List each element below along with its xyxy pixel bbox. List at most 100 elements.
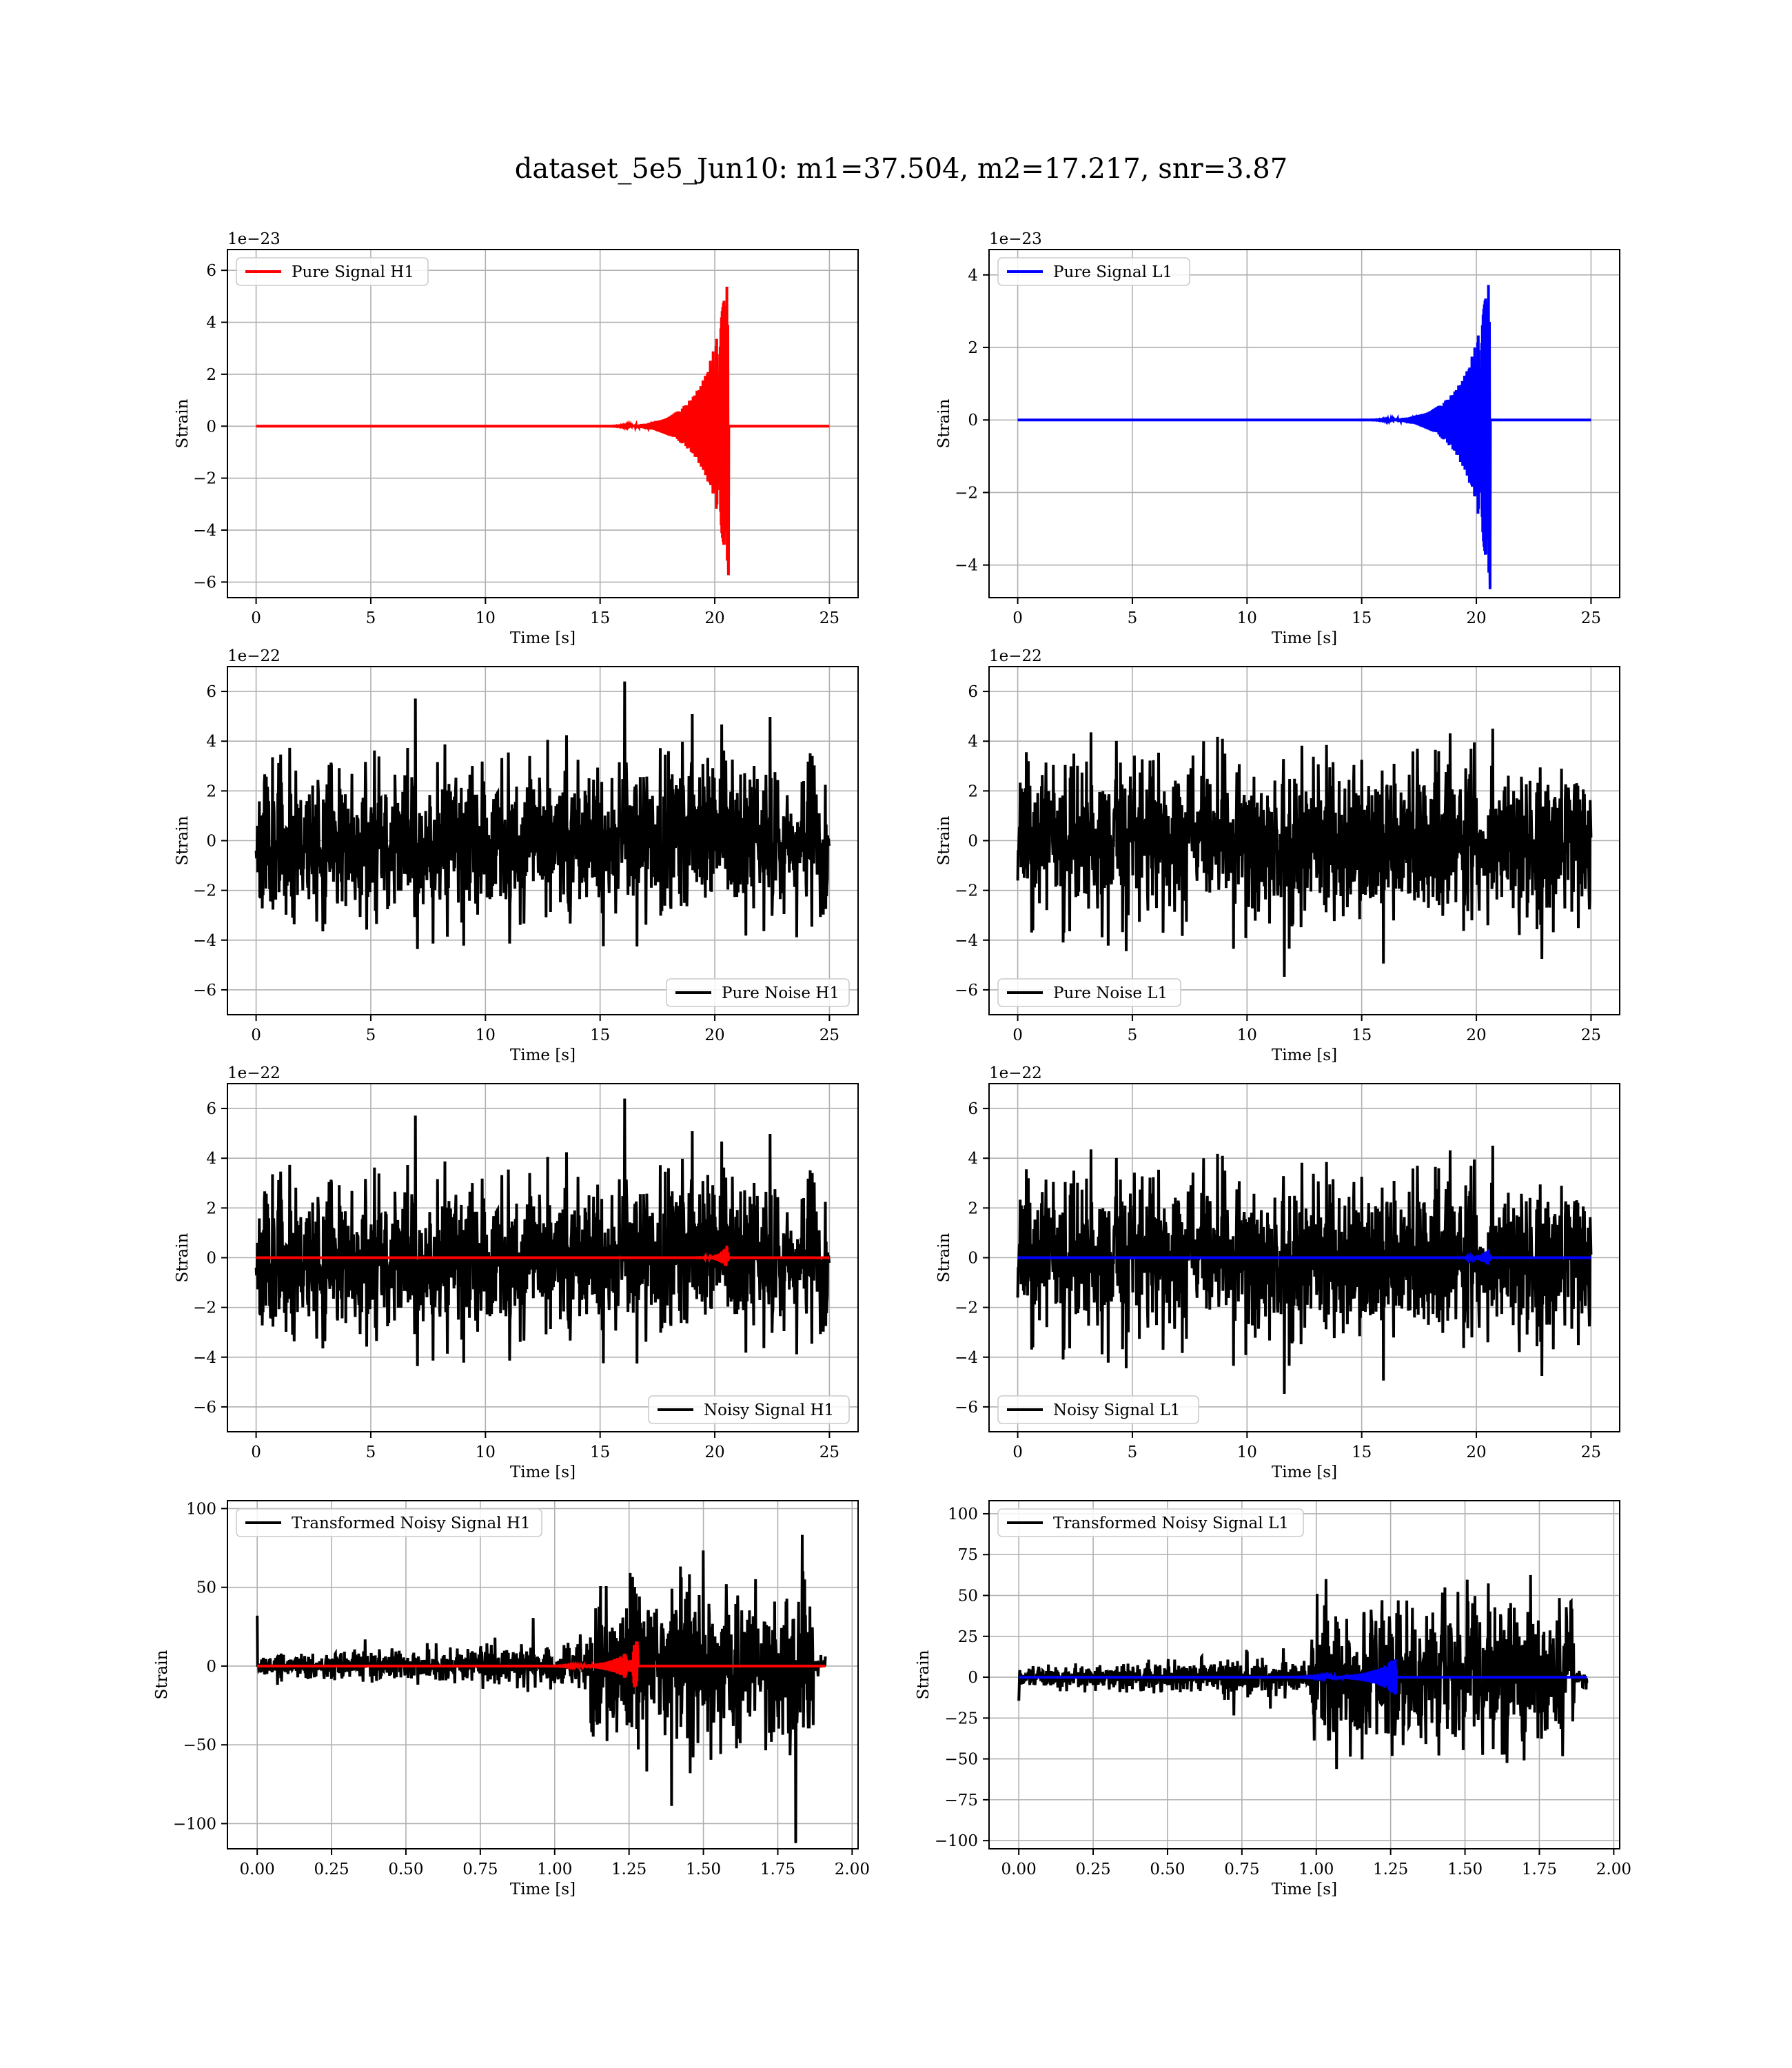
series-line-overlay-1 — [256, 1246, 830, 1266]
x-tick-label: 1.25 — [1373, 1861, 1408, 1878]
plot-area — [1017, 1574, 1589, 1770]
legend: Noisy Signal H1 — [648, 1395, 850, 1424]
legend-label: Transformed Noisy Signal H1 — [292, 1514, 531, 1532]
x-tick-label: 20 — [1466, 1026, 1486, 1044]
y-tick-label: −50 — [183, 1736, 216, 1754]
y-tick-label: −4 — [955, 1349, 978, 1367]
legend: Transformed Noisy Signal H1 — [236, 1508, 542, 1537]
plot-area — [254, 681, 831, 949]
series-line-overlay-1 — [1017, 1249, 1591, 1265]
x-tick-label: 1.75 — [1522, 1861, 1557, 1878]
x-tick-label: 20 — [1466, 1443, 1486, 1461]
y-tick-label: 4 — [968, 267, 978, 285]
y-tick-label: 2 — [206, 782, 216, 800]
y-tick-label: −4 — [193, 522, 216, 540]
chart-panel-transformed-noisy-signal-h1: 0.00 0.25 0.50 0.75 1.00 1.25 1.50 1.75 2.00 −100… — [153, 1500, 870, 1898]
axes-frame — [988, 249, 1620, 598]
y-tick-label: 2 — [206, 1199, 216, 1217]
x-tick-label: 0.50 — [388, 1861, 423, 1878]
y-tick-label: 0 — [206, 1250, 216, 1268]
y-tick-label: −100 — [173, 1815, 216, 1833]
y-axis-label: Strain — [174, 398, 192, 448]
y-tick-label: −25 — [944, 1710, 978, 1727]
legend-label: Pure Signal L1 — [1053, 263, 1172, 281]
y-tick-label: −4 — [955, 557, 978, 575]
axis-offset-text: 1e−22 — [227, 647, 281, 665]
axes-frame — [988, 1500, 1620, 1849]
y-tick-label: −2 — [955, 882, 978, 900]
plot-area — [254, 1098, 831, 1366]
x-tick-label: 20 — [1466, 609, 1486, 627]
x-tick-label: 5 — [1128, 609, 1138, 627]
y-tick-label: −4 — [955, 932, 978, 950]
x-tick-label: 5 — [366, 1026, 376, 1044]
x-tick-label: 1.50 — [1447, 1861, 1483, 1878]
x-tick-label: 2.00 — [1596, 1861, 1631, 1878]
x-tick-label: 25 — [819, 609, 839, 627]
legend-box — [236, 1508, 542, 1537]
y-tick-label: −2 — [193, 1299, 216, 1317]
series-line-pure-signal-l1 — [1017, 285, 1591, 589]
plot-area — [256, 1534, 827, 1843]
legend-label: Transformed Noisy Signal L1 — [1053, 1514, 1289, 1532]
y-tick-label: −75 — [944, 1792, 978, 1810]
y-tick-label: −4 — [193, 1349, 216, 1367]
y-tick-label: 100 — [948, 1506, 978, 1523]
plot-area — [256, 286, 830, 576]
x-tick-label: 1.25 — [611, 1861, 646, 1878]
y-tick-label: 0 — [968, 1669, 978, 1687]
y-tick-label: 0 — [206, 833, 216, 851]
y-tick-label: −4 — [193, 932, 216, 950]
x-tick-label: 5 — [1128, 1026, 1138, 1044]
legend: Pure Noise L1 — [997, 978, 1181, 1007]
legend-box — [997, 1395, 1199, 1424]
x-tick-label: 5 — [366, 1443, 376, 1461]
legend-label: Noisy Signal L1 — [1053, 1401, 1180, 1419]
y-tick-label: 4 — [206, 314, 216, 332]
axis-offset-text: 1e−22 — [989, 1064, 1042, 1082]
series-line-transformed-noisy-signal-h1 — [256, 1534, 827, 1843]
y-tick-label: 50 — [196, 1579, 216, 1597]
y-tick-label: 2 — [206, 366, 216, 384]
x-tick-label: 0.50 — [1150, 1861, 1185, 1878]
y-tick-label: −100 — [935, 1832, 978, 1850]
legend-box — [997, 978, 1181, 1007]
legend-label: Pure Noise H1 — [722, 984, 839, 1002]
y-tick-label: −2 — [193, 882, 216, 900]
y-tick-label: −6 — [955, 1399, 978, 1417]
x-tick-label: 0.25 — [1075, 1861, 1110, 1878]
y-axis-label: Strain — [935, 815, 953, 865]
y-tick-label: 50 — [958, 1588, 978, 1605]
chart-panel-pure-noise-l1: 0 5 10 15 20 25 −6 −4 −2 0 2 4 6 Time [s] Strain 1e−22 P… — [935, 647, 1620, 1064]
x-axis-label: Time [s] — [510, 629, 576, 647]
axis-offset-text: 1e−23 — [989, 230, 1042, 248]
y-tick-label: −6 — [193, 982, 216, 1000]
chart-panel-pure-signal-h1: 0 5 10 15 20 25 −6 −4 −2 0 2 4 6 Time [s] Strain 1e−23 P… — [174, 230, 859, 647]
x-tick-label: 15 — [590, 609, 610, 627]
axes-frame — [227, 1500, 859, 1849]
series-line-pure-noise-l1 — [1016, 728, 1593, 977]
y-tick-label: 75 — [958, 1546, 978, 1564]
x-tick-label: 20 — [704, 1443, 724, 1461]
x-tick-label: 0 — [251, 1026, 261, 1044]
x-tick-label: 25 — [1581, 609, 1601, 627]
y-tick-label: 4 — [968, 733, 978, 751]
chart-panel-pure-signal-l1: 0 5 10 15 20 25 −4 −2 0 2 4 Time [s] Strain 1e−23 Pure… — [935, 230, 1620, 647]
x-tick-label: 20 — [704, 609, 724, 627]
chart-panel-transformed-noisy-signal-l1: 0.00 0.25 0.50 0.75 1.00 1.25 1.50 1.75 2.00 −100… — [915, 1500, 1631, 1898]
x-tick-label: 0 — [1012, 609, 1023, 627]
plot-area — [1016, 1145, 1593, 1395]
x-tick-label: 25 — [1581, 1026, 1601, 1044]
x-tick-label: 0.00 — [1001, 1861, 1037, 1878]
x-tick-label: 0 — [251, 1443, 261, 1461]
y-tick-label: −2 — [955, 1299, 978, 1317]
x-tick-label: 1.00 — [537, 1861, 572, 1878]
y-tick-label: −6 — [955, 982, 978, 1000]
series-line-overlay-1 — [257, 1641, 826, 1687]
x-tick-label: 15 — [1352, 609, 1372, 627]
y-tick-label: 4 — [206, 733, 216, 751]
legend-box — [648, 1395, 850, 1424]
legend: Pure Noise H1 — [666, 978, 850, 1007]
x-tick-label: 15 — [590, 1443, 610, 1461]
